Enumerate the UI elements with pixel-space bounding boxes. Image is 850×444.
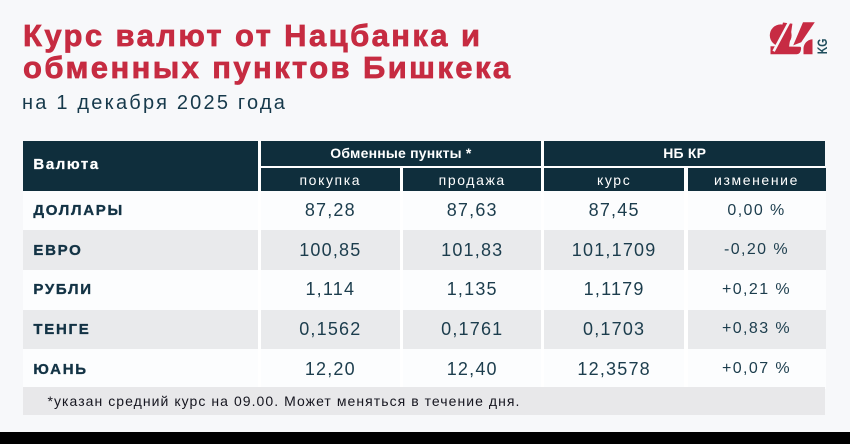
- svg-text:KG: KG: [814, 39, 830, 55]
